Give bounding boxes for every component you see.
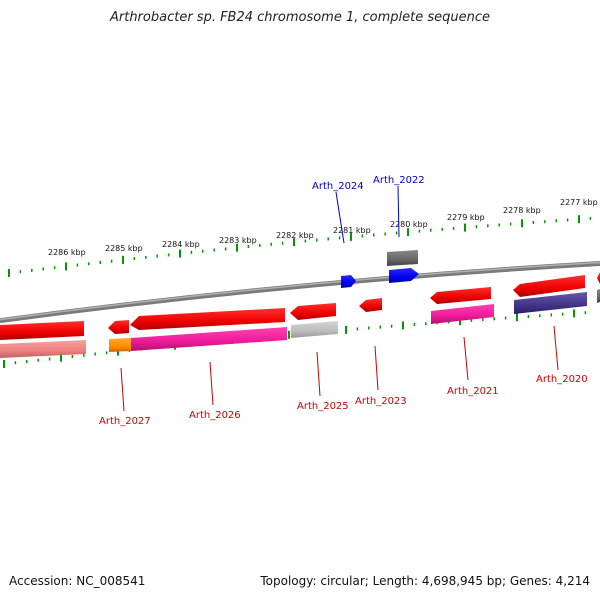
genome-summary-text: Topology: circular; Length: 4,698,945 bp… <box>260 574 590 588</box>
gene-label-arth-2020[interactable]: Arth_2020 <box>536 374 588 385</box>
gene-label-arth-2023[interactable]: Arth_2023 <box>355 396 407 407</box>
accession-text: Accession: NC_008541 <box>9 574 146 588</box>
gene-label-arth-2025[interactable]: Arth_2025 <box>297 401 349 412</box>
gene-label-arth-2021[interactable]: Arth_2021 <box>447 386 499 397</box>
cog-bar-arth-2021 <box>431 304 494 324</box>
reverse-cds-arth-2021[interactable] <box>430 287 491 304</box>
kbp-label: 2282 kbp <box>276 231 314 240</box>
cog-bar-edge <box>597 289 600 303</box>
kbp-label: 2279 kbp <box>447 213 485 222</box>
forward-gene-labels: Arth_2024 Arth_2022 <box>312 175 425 244</box>
map-title: Arthrobacter sp. FB24 chromosome 1, comp… <box>109 10 491 25</box>
kbp-label: 2280 kbp <box>390 220 428 229</box>
cog-bar-arth-2020 <box>514 292 587 314</box>
kbp-label: 2285 kbp <box>105 244 143 253</box>
reverse-cds-arth-2020[interactable] <box>513 275 585 297</box>
kbp-label: 2277 kbp <box>560 198 598 207</box>
gene-label-arth-2026[interactable]: Arth_2026 <box>189 410 241 421</box>
reverse-cds-arth-2026[interactable] <box>130 308 285 330</box>
reverse-cds-arth-2025[interactable] <box>290 303 336 320</box>
kbp-label: 2286 kbp <box>48 248 86 257</box>
kbp-label: 2281 kbp <box>333 226 371 235</box>
gene-label-arth-2024[interactable]: Arth_2024 <box>312 181 364 192</box>
reverse-gene-labels: Arth_2027 Arth_2026 Arth_2025 Arth_2023 … <box>99 325 588 427</box>
kbp-labels: 2286 kbp 2285 kbp 2284 kbp 2283 kbp 2282… <box>48 198 598 257</box>
cog-bar-arth-2026 <box>131 327 287 351</box>
gene-label-arth-2027[interactable]: Arth_2027 <box>99 416 151 427</box>
reverse-cds-arth-2023[interactable] <box>359 298 382 312</box>
inner-tick-ring <box>3 309 587 368</box>
cog-bar-arth-2027 <box>109 338 131 352</box>
reverse-cds-arth-2028[interactable] <box>0 321 84 340</box>
kbp-label: 2278 kbp <box>503 206 541 215</box>
reverse-cds-arth-2027[interactable] <box>108 320 129 334</box>
cog-bar-arth-2028 <box>0 340 86 358</box>
forward-cog-arth-2022 <box>387 250 418 266</box>
reverse-cds-edge[interactable] <box>597 272 600 284</box>
forward-cds-arth-2024[interactable] <box>341 275 356 288</box>
cog-bar-arth-2025 <box>291 321 338 338</box>
outer-tick-ring <box>8 215 592 277</box>
forward-cds-arth-2022[interactable] <box>389 268 419 283</box>
gene-label-arth-2022[interactable]: Arth_2022 <box>373 175 425 186</box>
kbp-label: 2283 kbp <box>219 236 257 245</box>
kbp-label: 2284 kbp <box>162 240 200 249</box>
backbone <box>0 261 600 324</box>
